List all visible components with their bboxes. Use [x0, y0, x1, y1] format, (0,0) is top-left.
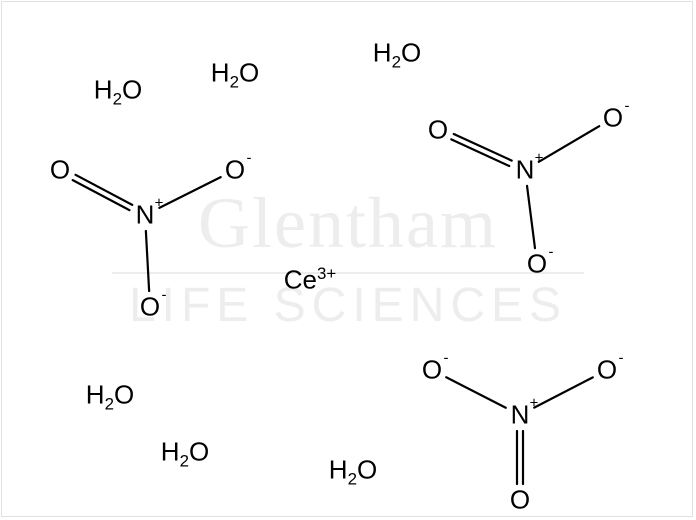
chemical-structure-diagram: Glentham LIFE SCIENCES H2OH2OH2OH2OH2OH2… — [0, 0, 696, 520]
nitrate-bottom-right-O_s1: O — [422, 355, 442, 386]
cerium-ion: Ce3+ — [284, 265, 337, 296]
nitrate-left-O_s1: O — [225, 155, 245, 186]
nitrate-left-O_s1-charge: - — [247, 150, 252, 167]
nitrate-top-right-O_s2: O — [527, 249, 547, 280]
nitrate-bottom-right-O_s2: O — [597, 355, 617, 386]
nitrate-bottom-right-N: N — [511, 400, 530, 431]
nitrate-bottom-right-N-charge: + — [530, 395, 539, 412]
nitrate-left-N-charge: + — [155, 195, 164, 212]
water-2: H2O — [211, 58, 259, 89]
nitrate-top-right-O_dbl: O — [428, 115, 448, 146]
water-5: H2O — [161, 437, 209, 468]
nitrate-left-O_s2: O — [140, 292, 160, 323]
nitrate-left-N: N — [136, 200, 155, 231]
water-6: H2O — [329, 455, 377, 486]
water-3: H2O — [373, 38, 421, 69]
nitrate-top-right-O_s1-charge: - — [625, 98, 630, 115]
nitrate-top-right-O_s1: O — [603, 103, 623, 134]
nitrate-top-right-N: N — [516, 155, 535, 186]
nitrate-left-O_s2-charge: - — [162, 287, 167, 304]
nitrate-bottom-right-O_s1-charge: - — [444, 350, 449, 367]
water-4: H2O — [86, 380, 134, 411]
nitrate-top-right-N-charge: + — [535, 150, 544, 167]
nitrate-top-right-O_s2-charge: - — [549, 244, 554, 261]
nitrate-left-O_dbl: O — [50, 155, 70, 186]
water-1: H2O — [94, 75, 142, 106]
nitrate-bottom-right-O_dbl: O — [510, 485, 530, 516]
nitrate-bottom-right-O_s2-charge: - — [619, 350, 624, 367]
